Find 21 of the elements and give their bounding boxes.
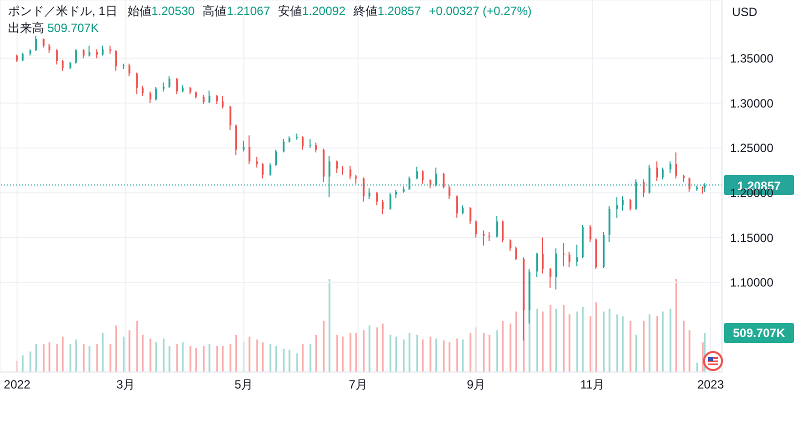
y-tick-label: 1.30000: [730, 96, 774, 110]
annotation: +0.00327 (+0.27%): [428, 4, 532, 18]
y-tick-label: 1.35000: [730, 52, 774, 66]
x-tick-label: 3月: [116, 378, 136, 392]
y-axis-title: USD: [732, 5, 758, 19]
y-tick-label: 1.15000: [730, 230, 774, 245]
y-tick-label: 1.25000: [730, 141, 774, 156]
annotation: 出来高 509.707K: [8, 20, 100, 37]
annotation: 終値1.20857: [354, 4, 421, 18]
annotation: 始値1.20530: [127, 4, 195, 18]
x-tick-label: 2023: [697, 378, 724, 392]
y-tick-label: 1.10000: [730, 276, 774, 290]
x-tick-label: 11月: [580, 378, 605, 392]
x-tick-label: 9月: [466, 378, 486, 392]
annotation: 安値1.20092: [278, 4, 346, 18]
x-tick-label: 7月: [348, 378, 368, 392]
text: 509.707K: [724, 323, 794, 343]
x-tick-label: 5月: [234, 378, 254, 392]
annotation: 高値1.21067: [202, 4, 270, 18]
chart-title: ポンド／米ドル, 1日: [8, 4, 118, 18]
x-tick-label: 2022: [4, 378, 31, 392]
